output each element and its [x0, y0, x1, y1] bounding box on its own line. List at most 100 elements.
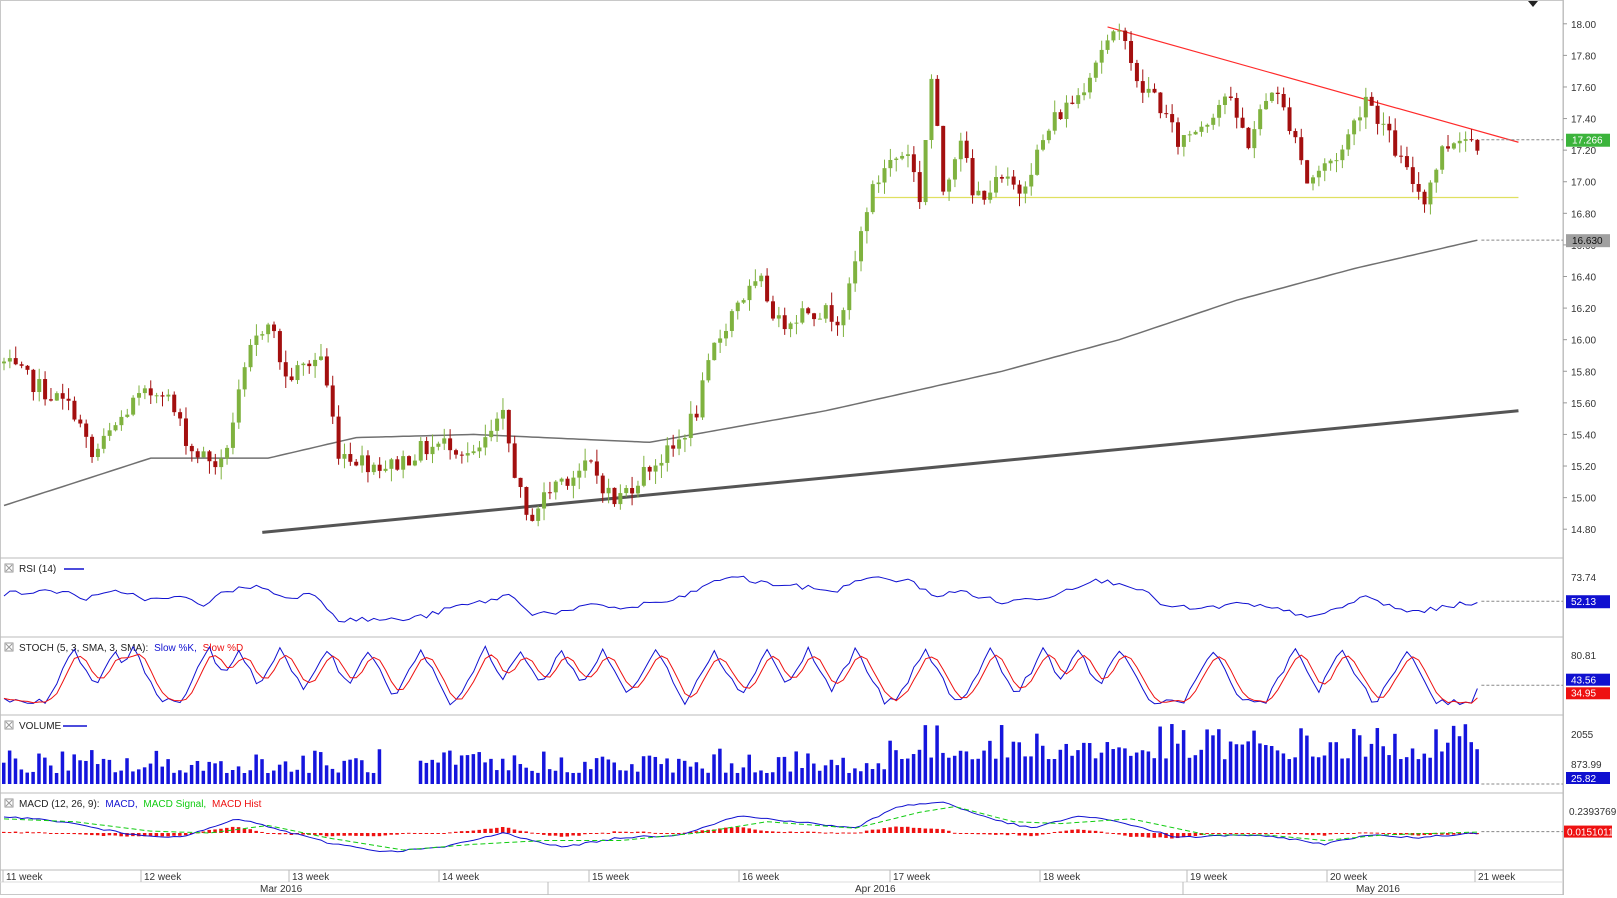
macd-hist-bar — [1217, 833, 1221, 834]
candle-up — [1046, 130, 1051, 141]
macd-hist-bar — [412, 832, 417, 834]
stoch-d-tag: 34.95 — [1571, 688, 1596, 699]
volume-bar — [183, 772, 188, 784]
candle-up — [905, 154, 910, 156]
macd-hist-bar — [272, 833, 276, 834]
price-pane[interactable]: 18.0017.8017.6017.4017.2017.0016.8016.60… — [2, 1, 1610, 536]
resistance-line[interactable] — [1107, 26, 1519, 143]
candle-down — [13, 358, 18, 365]
macd-hist-bar — [78, 833, 82, 835]
volume-bar — [195, 760, 200, 784]
volume-pane[interactable]: VOLUME 2055 873.99 25.82 — [2, 720, 1610, 785]
macd-hist-bar — [1357, 832, 1362, 834]
candle-down — [1164, 113, 1169, 115]
volume-bar — [313, 750, 317, 784]
volume-bar — [119, 770, 123, 784]
macd-hist-bar — [1228, 833, 1233, 834]
candle-up — [436, 443, 441, 447]
month-label: Mar 2016 — [260, 884, 303, 895]
candle-up — [1187, 134, 1192, 136]
volume-bar — [101, 758, 106, 784]
macd-hist-bar — [1234, 833, 1239, 834]
macd-pane[interactable]: MACD (12, 26, 9): MACD, MACD Signal, MAC… — [2, 798, 1617, 853]
price-tick-label: 15.80 — [1571, 367, 1596, 378]
triangle-down-icon[interactable] — [1528, 1, 1538, 7]
stoch-pane[interactable]: STOCH (5, 3, SMA, 3, SMA): Slow %K, Slow… — [3, 642, 1610, 706]
candle-down — [48, 399, 53, 401]
candle-up — [1193, 131, 1198, 135]
candle-down — [1152, 88, 1157, 93]
volume-bar — [823, 765, 828, 784]
volume-bar — [1123, 748, 1127, 784]
volume-bar — [600, 756, 605, 784]
candle-down — [1070, 102, 1075, 104]
macd-hist-bar — [1328, 833, 1333, 835]
candle-up — [729, 311, 734, 331]
candle-down — [195, 451, 200, 458]
candle-up — [1264, 100, 1269, 110]
candle-down — [518, 477, 523, 488]
close-x-glyph — [5, 564, 13, 572]
volume-bar — [882, 769, 886, 784]
volume-bar — [688, 766, 693, 784]
macd-hist-bar — [536, 833, 540, 834]
candle-up — [119, 416, 124, 426]
candle-up — [1052, 112, 1057, 131]
volume-bar — [1387, 755, 1391, 784]
volume-bar — [1046, 759, 1051, 784]
month-label: Apr 2016 — [855, 884, 896, 895]
macd-hist-bar — [95, 833, 100, 836]
candle-up — [688, 413, 693, 438]
price-tick-label: 18.00 — [1571, 20, 1596, 31]
macd-hist-bar — [688, 831, 693, 833]
candle-down — [630, 488, 635, 494]
volume-bar — [712, 754, 716, 784]
volume-bar — [530, 770, 534, 784]
volume-bar — [917, 749, 922, 784]
candle-up — [653, 465, 658, 472]
candle-up — [318, 356, 323, 360]
volume-bar — [137, 769, 141, 784]
macd-hist-bar — [612, 831, 616, 833]
macd-hist-bar — [1258, 833, 1262, 834]
volume-bar — [1017, 742, 1022, 784]
macd-hist-bar — [665, 833, 669, 834]
volume-bar — [131, 771, 135, 784]
macd-hist-bar — [113, 833, 118, 836]
candle-up — [313, 359, 318, 367]
volume-bar — [741, 767, 746, 784]
macd-hist-bar — [2, 831, 6, 833]
candle-up — [137, 393, 142, 398]
volume-bar — [747, 754, 751, 784]
macd-hist-bar — [166, 833, 170, 837]
candle-up — [125, 414, 130, 417]
candle-down — [512, 443, 517, 478]
candle-up — [389, 459, 394, 469]
macd-hist-bar — [48, 833, 53, 834]
volume-bar — [442, 752, 446, 784]
macd-hist-bar — [1181, 833, 1186, 838]
volume-bar — [547, 769, 552, 784]
macd-hist-bar — [1387, 833, 1391, 834]
volume-bar — [254, 754, 258, 784]
macd-hist-bar — [553, 833, 558, 836]
candle-up — [706, 360, 711, 381]
rsi-line — [3, 575, 1478, 623]
week-label: 19 week — [1190, 872, 1228, 883]
volume-bar — [78, 760, 82, 784]
volume-bar — [1193, 755, 1198, 784]
stoch-d-tag-bg — [1566, 687, 1610, 700]
volume-bar — [929, 757, 933, 784]
macd-hist-bar — [219, 828, 223, 833]
macd-hist-bar — [424, 833, 429, 834]
price-tick-label: 17.40 — [1571, 115, 1596, 126]
trend-line[interactable] — [262, 409, 1519, 534]
macd-hist-bar — [84, 833, 88, 835]
volume-bar — [125, 758, 129, 784]
rsi-pane[interactable]: RSI (14) 73.74 52.13 — [3, 563, 1610, 623]
candle-up — [1269, 92, 1274, 101]
time-axis[interactable]: 11 week 12 week 13 week 14 week 15 week 16 we… — [2, 870, 1516, 895]
week-label: 15 week — [592, 872, 630, 883]
